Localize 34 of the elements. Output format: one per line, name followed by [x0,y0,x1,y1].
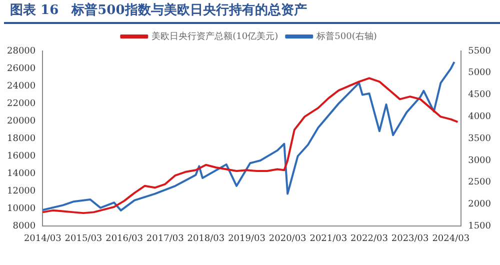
y2-tick-label: 3500 [468,134,492,144]
y-tick-label: 20000 [6,116,36,126]
y2-tick-label: 1500 [468,222,492,232]
y-tick-label: 22000 [6,98,36,109]
y2-tick-label: 2000 [468,200,492,210]
x-tick-label: 2023/03 [391,234,430,244]
y-tick-label: 12000 [6,186,36,197]
y2-tick-label: 5000 [468,68,492,78]
y2-tick-label: 2500 [468,178,492,188]
y-tick-label: 26000 [6,64,36,74]
y2-tick-label: 5500 [468,46,492,56]
x-tick-label: 2017/03 [146,234,184,244]
legend-label: 美欧日央行资产总额(10亿美元) [152,30,278,42]
y-tick-label: 18000 [6,134,36,144]
x-tick-label: 2021/03 [310,234,348,244]
y2-tick-label: 4000 [468,112,492,122]
chart-title: 图表 16 标普500指数与美欧日央行持有的总资产 [4,0,500,24]
x-tick-label: 2022/03 [350,234,388,244]
y-tick-label: 8000 [12,222,36,232]
y2-tick-label: 3000 [468,156,492,166]
x-tick-label: 2024/03 [432,234,470,244]
legend-label: 标普500(右轴) [316,30,377,42]
x-tick-label: 2014/03 [24,234,62,244]
x-tick-label: 2015/03 [64,234,102,244]
y-tick-label: 16000 [6,151,36,162]
y-tick-label: 14000 [6,168,36,179]
y-tick-label: 10000 [6,204,36,214]
x-tick-label: 2016/03 [106,234,144,244]
x-tick-label: 2020/03 [268,234,307,244]
x-tick-label: 2019/03 [228,234,266,244]
y-tick-label: 24000 [6,81,36,92]
y2-tick-label: 4500 [468,90,492,100]
y-tick-label: 28000 [6,46,36,56]
x-tick-label: 2018/03 [187,234,225,244]
